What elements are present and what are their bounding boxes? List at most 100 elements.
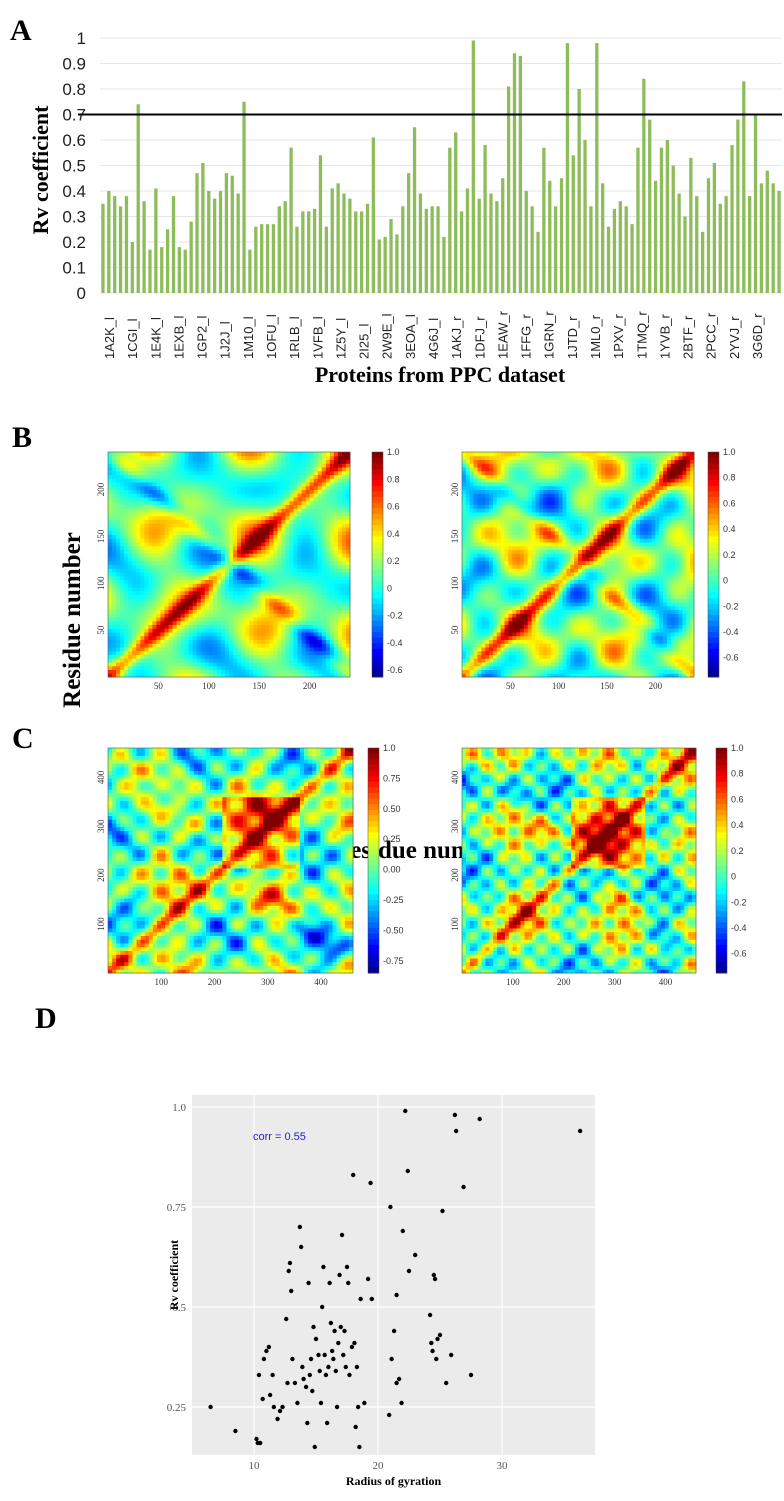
heatmap-cell — [265, 647, 270, 652]
heatmap-cell — [477, 628, 482, 633]
heatmap-cell — [140, 568, 145, 573]
heatmap-cell — [156, 485, 161, 490]
heatmap-cell — [485, 662, 490, 667]
heatmap-cell — [216, 579, 222, 584]
heatmap-cell — [200, 583, 206, 588]
heatmap-cell — [184, 620, 190, 625]
heatmap-cell — [140, 463, 145, 468]
heatmap-cell — [233, 534, 238, 539]
heatmap-cell — [313, 669, 319, 674]
heatmap-cell — [289, 515, 295, 520]
heatmap-cell — [643, 624, 649, 629]
heatmap-cell — [269, 538, 274, 543]
heatmap-cell — [164, 639, 169, 644]
heatmap-cell — [547, 628, 552, 633]
heatmap-cell — [261, 579, 266, 584]
heatmap-cell — [253, 658, 258, 663]
heatmap-cell — [317, 482, 323, 487]
heatmap-cell — [269, 527, 274, 532]
heatmap-cell — [309, 508, 315, 513]
heatmap-cell — [233, 665, 238, 670]
heatmap-cell — [249, 467, 254, 472]
heatmap-cell — [581, 658, 587, 663]
heatmap-cell — [516, 617, 521, 622]
heatmap-cell — [485, 617, 490, 622]
heatmap-cell — [655, 635, 660, 640]
heatmap-cell — [156, 534, 161, 539]
heatmap-cell — [309, 609, 315, 614]
heatmap-cell — [196, 545, 202, 550]
heatmap-cell — [333, 508, 339, 513]
heatmap-cell — [277, 639, 282, 644]
heatmap-cell — [224, 500, 230, 505]
heatmap-cell — [309, 598, 315, 603]
heatmap-cell — [257, 568, 262, 573]
heatmap-cell — [481, 617, 486, 622]
heatmap-cell — [120, 628, 125, 633]
heatmap-cell — [285, 549, 290, 554]
heatmap-cell — [647, 624, 652, 629]
heatmap-cell — [112, 613, 117, 618]
heatmap-cell — [144, 609, 149, 614]
heatmap-cell — [651, 605, 656, 610]
heatmap-cell — [257, 508, 262, 513]
heatmap-cell — [277, 650, 282, 655]
heatmap-cell — [136, 549, 141, 554]
heatmap-cell — [144, 665, 149, 670]
heatmap-cell — [333, 602, 339, 607]
heatmap-cell — [188, 557, 194, 562]
heatmap-cell — [204, 643, 210, 648]
heatmap-cell — [112, 497, 117, 502]
heatmap-cell — [164, 553, 169, 558]
heatmap-cell — [233, 650, 238, 655]
heatmap-cell — [289, 632, 295, 637]
heatmap-cell — [253, 523, 258, 528]
heatmap-cell — [128, 523, 133, 528]
heatmap-cell — [659, 643, 664, 648]
heatmap-cell — [632, 643, 637, 648]
heatmap-cell — [612, 609, 618, 614]
heatmap-cell — [273, 549, 278, 554]
heatmap-cell — [136, 560, 141, 565]
heatmap-cell — [188, 590, 194, 595]
heatmap-cell — [293, 564, 299, 569]
heatmap-cell — [220, 557, 226, 562]
heatmap-cell — [345, 482, 351, 487]
heatmap-cell — [192, 605, 198, 610]
heatmap-cell — [229, 489, 234, 494]
heatmap-cell — [136, 553, 141, 558]
heatmap-cell — [281, 549, 286, 554]
heatmap-cell — [116, 452, 121, 457]
heatmap-cell — [261, 489, 266, 494]
heatmap-cell — [233, 523, 238, 528]
heatmap-cell — [550, 624, 556, 629]
heatmap-cell — [636, 669, 641, 674]
heatmap-cell — [678, 632, 683, 637]
heatmap-cell — [108, 519, 113, 524]
heatmap-cell — [516, 624, 521, 629]
heatmap-cell — [285, 617, 290, 622]
heatmap-cell — [639, 613, 645, 618]
heatmap-cell — [172, 534, 178, 539]
heatmap-cell — [144, 467, 149, 472]
heatmap-cell — [229, 639, 234, 644]
heatmap-cell — [473, 658, 478, 663]
heatmap-cell — [581, 639, 587, 644]
heatmap-cell — [168, 504, 174, 509]
heatmap-cell — [489, 635, 494, 640]
heatmap-cell — [273, 594, 278, 599]
heatmap-cell — [674, 624, 680, 629]
heatmap-cell — [164, 534, 169, 539]
heatmap-cell — [309, 527, 315, 532]
heatmap-cell — [132, 609, 137, 614]
heatmap-cell — [289, 572, 295, 577]
heatmap-cell — [120, 500, 125, 505]
heatmap-cell — [233, 560, 238, 565]
heatmap-cell — [508, 658, 513, 663]
heatmap-cell — [492, 617, 498, 622]
heatmap-cell — [285, 485, 290, 490]
heatmap-cell — [325, 478, 331, 483]
heatmap-cell — [128, 617, 133, 622]
heatmap-cell — [212, 504, 218, 509]
